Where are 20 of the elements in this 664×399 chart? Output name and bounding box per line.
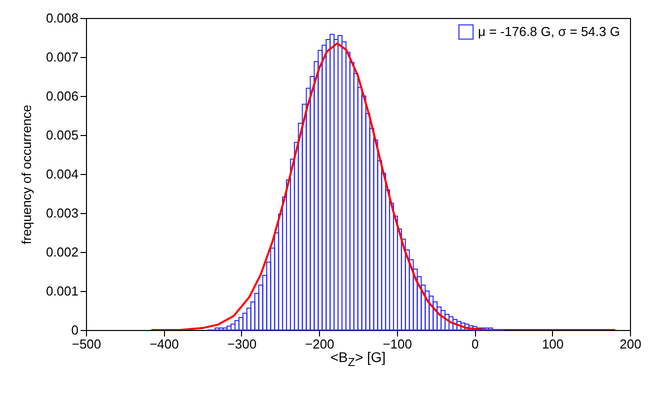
x-tick-label: −400: [150, 336, 179, 352]
y-tick-label: 0.002: [46, 244, 78, 260]
x-tick-label: −200: [304, 336, 334, 352]
x-tick-label: −500: [72, 336, 102, 352]
x-axis-title: <B$_{Z}$> [G]: [330, 349, 386, 369]
x-tick-label: 200: [620, 336, 642, 352]
y-tick-label: 0.008: [46, 10, 78, 26]
x-tick-label: −100: [382, 336, 412, 352]
x-tick-label: −300: [227, 336, 257, 352]
y-tick-label: 0.003: [46, 206, 78, 220]
y-tick-label: 0.005: [46, 128, 78, 142]
y-tick-label: 0.007: [46, 50, 78, 64]
y-axis-title: frequency of occurrence: [18, 104, 34, 244]
y-tick-label: 0.004: [46, 166, 78, 182]
legend-label: μ = -176.8 G, σ = 54.3 G: [478, 24, 620, 39]
y-tick-label: 0: [71, 322, 78, 338]
y-tick-label: 0.006: [46, 88, 78, 104]
x-tick-label: 100: [542, 336, 564, 352]
y-tick-label: 0.001: [46, 284, 78, 298]
x-tick-label: 0: [471, 336, 479, 352]
